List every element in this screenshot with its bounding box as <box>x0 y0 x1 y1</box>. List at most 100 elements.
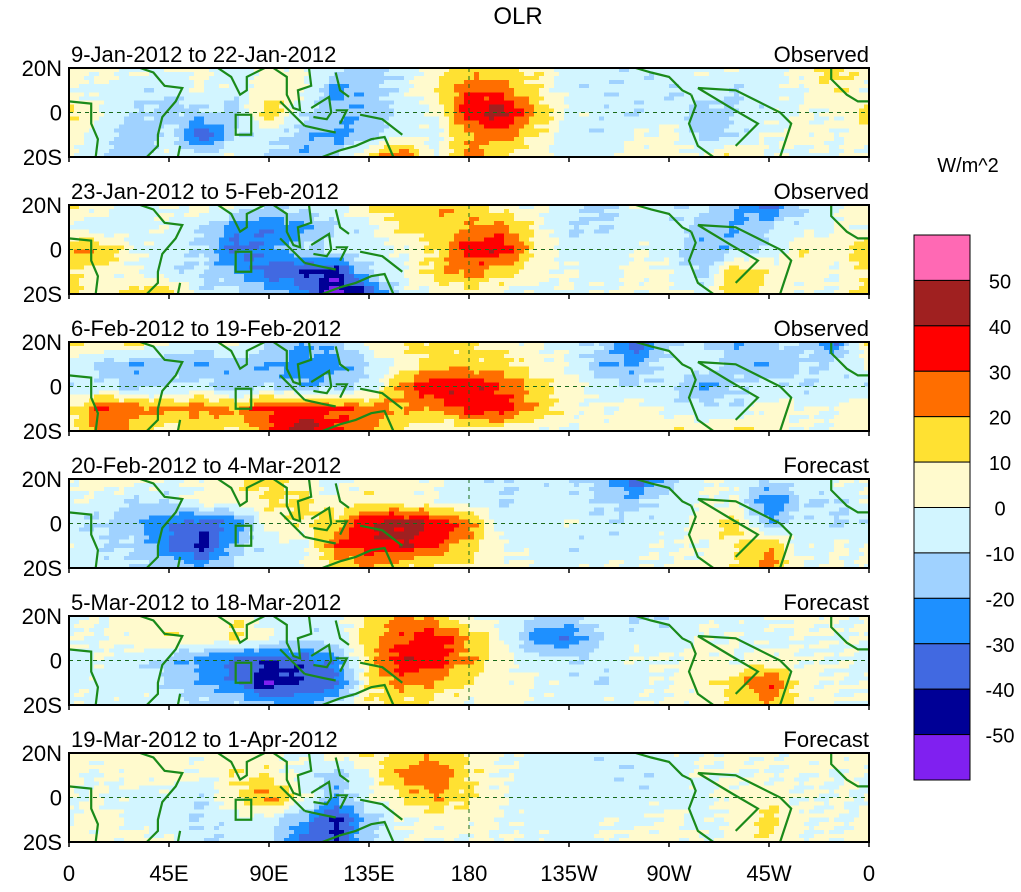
heat-cell <box>529 257 554 263</box>
heat-cell <box>314 535 334 541</box>
coastline <box>217 341 266 371</box>
heat-cell <box>814 652 834 657</box>
heat-cell <box>99 72 114 77</box>
heat-cell <box>689 112 734 117</box>
heat-cell <box>489 833 499 839</box>
heat-cell <box>504 354 564 359</box>
heat-cell <box>539 213 599 218</box>
heat-cell <box>844 676 869 682</box>
heat-cell <box>344 652 349 657</box>
heat-cell <box>499 632 519 637</box>
heat-cell <box>289 144 304 150</box>
heat-cell <box>689 519 719 524</box>
heat-cell <box>519 257 529 263</box>
heat-cell <box>69 390 99 395</box>
heat-cell <box>479 261 484 267</box>
heat-cell <box>404 390 419 395</box>
heat-cell <box>834 680 839 686</box>
heat-cell <box>384 777 404 782</box>
heat-cell <box>244 797 264 802</box>
heat-cell <box>359 672 364 678</box>
heat-cell <box>144 104 159 109</box>
heat-cell <box>349 660 359 665</box>
heat-cell <box>374 648 389 653</box>
heat-cell <box>759 479 769 484</box>
heat-cell <box>294 692 339 698</box>
heat-cell <box>554 68 619 73</box>
heat-cell <box>324 793 334 798</box>
heat-cell <box>164 410 189 416</box>
heat-cell <box>444 825 499 831</box>
heat-cell <box>214 378 309 383</box>
heat-cell <box>819 76 854 81</box>
heat-cell <box>334 72 384 77</box>
heat-cell <box>694 785 719 790</box>
heat-cell <box>589 487 624 492</box>
heat-cell <box>584 616 629 621</box>
heat-cell <box>544 483 549 488</box>
heat-cell <box>69 696 114 702</box>
heat-cell <box>424 628 434 633</box>
heat-cell <box>99 374 174 379</box>
heat-cell <box>839 680 859 686</box>
heat-cell <box>364 358 394 363</box>
heat-cell <box>479 793 504 798</box>
heat-cell <box>644 108 689 113</box>
heat-cell <box>759 213 779 218</box>
heat-cell <box>639 382 679 387</box>
heat-cell <box>379 378 389 383</box>
heat-cell <box>214 547 224 553</box>
heat-cell <box>69 825 119 831</box>
heat-cell <box>529 120 549 126</box>
heat-cell <box>714 261 724 267</box>
heat-cell <box>114 128 159 134</box>
heat-cell <box>69 378 94 383</box>
heat-cell <box>454 805 469 811</box>
heat-cell <box>239 813 254 819</box>
heat-cell <box>774 825 809 831</box>
heat-cell <box>799 801 824 806</box>
heat-cell <box>219 837 274 843</box>
heat-cell <box>579 519 609 524</box>
heat-cell <box>419 370 474 375</box>
heat-cell <box>549 829 599 835</box>
heat-cell <box>129 285 139 291</box>
heat-cell <box>374 777 384 782</box>
heat-cell <box>424 249 434 254</box>
heat-cell <box>209 209 239 214</box>
heat-cell <box>649 350 664 355</box>
heat-cell <box>79 426 94 432</box>
heat-cell <box>189 700 234 706</box>
heat-cell <box>534 680 549 686</box>
heat-cell <box>729 245 759 250</box>
heat-cell <box>229 773 234 778</box>
heat-cell <box>709 72 784 77</box>
heat-cell <box>164 148 169 154</box>
heat-cell <box>319 628 344 633</box>
heat-cell <box>729 116 789 121</box>
heat-cell <box>599 116 604 121</box>
heat-cell <box>519 205 534 210</box>
heat-cell <box>614 225 689 230</box>
heat-cell <box>679 249 729 254</box>
heat-cell <box>94 676 164 682</box>
heat-cell <box>169 547 199 553</box>
heat-cell <box>589 221 694 226</box>
heat-cell <box>279 640 324 645</box>
heat-cell <box>499 833 524 839</box>
heat-cell <box>229 781 274 786</box>
heat-cell <box>369 152 379 158</box>
heat-cell <box>419 358 479 363</box>
heat-cell <box>654 76 789 81</box>
heat-cell <box>344 676 354 682</box>
heat-cell <box>214 507 229 512</box>
heat-cell <box>69 668 164 674</box>
heat-cell <box>609 668 649 674</box>
heat-cell <box>399 225 469 230</box>
heat-cell <box>564 370 594 375</box>
heat-cell <box>794 221 799 226</box>
heat-cell <box>99 515 114 520</box>
heat-cell <box>829 108 859 113</box>
heat-cell <box>744 761 754 766</box>
heat-cell <box>299 837 334 843</box>
